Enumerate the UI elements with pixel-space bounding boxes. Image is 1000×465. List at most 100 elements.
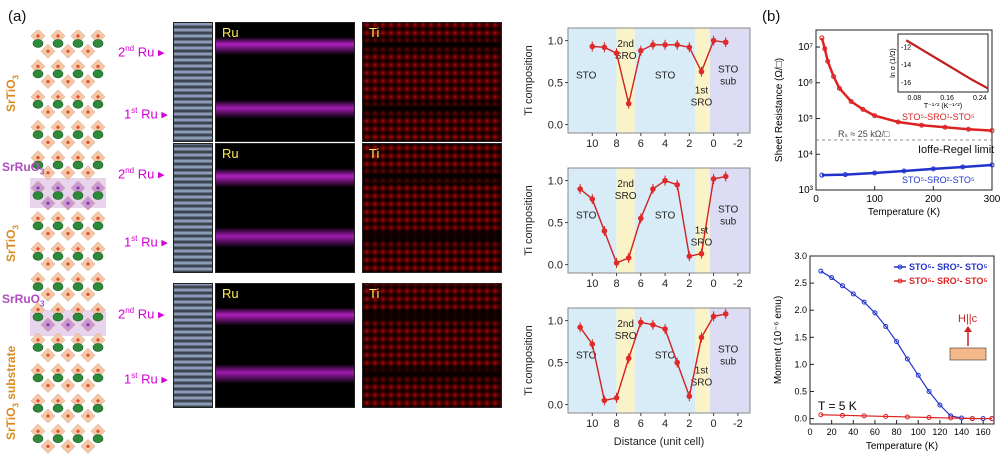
sr-atom	[32, 100, 44, 109]
cation-atom	[36, 95, 40, 99]
data-point	[919, 122, 925, 128]
cation-atom	[96, 338, 100, 342]
cation-atom	[56, 64, 60, 68]
y-tick-label: 1.0	[548, 36, 563, 48]
data-point	[989, 416, 995, 422]
data-point	[589, 341, 596, 347]
cation-atom	[66, 140, 70, 144]
x-tick-label: 10	[586, 138, 598, 150]
x-tick-label: 8	[613, 418, 619, 430]
cation-atom	[66, 414, 70, 418]
sr-atom	[72, 191, 84, 200]
x-tick-label: 200	[925, 194, 942, 205]
ti-eds-map: Ti	[362, 143, 502, 273]
sr-atom	[52, 373, 64, 383]
data-point	[861, 413, 867, 419]
data-point	[686, 253, 693, 259]
y-tick-label: 2.0	[794, 305, 807, 315]
cation-atom	[46, 292, 50, 296]
resistance-series-1	[820, 37, 993, 132]
cation-atom	[46, 384, 50, 388]
sr-atom	[32, 39, 44, 48]
sr-atom	[72, 39, 84, 48]
sr-atom	[92, 100, 104, 109]
sr-atom	[32, 191, 44, 200]
region-band	[695, 308, 710, 413]
data-point	[650, 322, 656, 328]
first-ru-label: 1st Ru ▸	[124, 234, 168, 250]
data-point	[831, 73, 837, 79]
cation-atom	[76, 277, 80, 281]
data-point	[861, 299, 867, 305]
data-point	[638, 215, 644, 222]
cation-atom	[96, 399, 100, 403]
second-ru-label: 2nd Ru ▸	[118, 43, 165, 59]
cation-atom	[46, 171, 50, 175]
crystal-lattice	[30, 28, 106, 454]
data-point	[710, 313, 717, 320]
cation-atom	[86, 292, 90, 296]
data-point	[930, 166, 936, 172]
region-band	[709, 308, 750, 413]
region-band	[709, 168, 750, 273]
cation-atom	[86, 110, 90, 114]
data-point	[915, 372, 921, 378]
cation-atom	[46, 323, 50, 327]
x-tick-label: 0	[813, 194, 819, 205]
region-label: STO	[576, 70, 597, 81]
data-point	[638, 47, 644, 54]
cation-atom	[86, 384, 90, 388]
cation-atom	[66, 110, 70, 114]
cation-atom	[86, 201, 90, 205]
sr-atom	[52, 39, 64, 48]
x-tick-label: 140	[954, 427, 969, 437]
cation-atom	[46, 140, 50, 144]
y-tick-label: 0.0	[794, 414, 807, 424]
data-point	[662, 326, 668, 332]
y-tick-label: 10⁶	[798, 78, 813, 89]
y-tick-label: 0.0	[548, 260, 563, 272]
data-point	[577, 186, 583, 192]
cation-atom	[56, 308, 60, 312]
data-point	[710, 37, 717, 44]
y-tick-label: 1.0	[548, 316, 563, 328]
cation-atom	[56, 186, 60, 190]
second-ru-label: 2nd Ru ▸	[118, 166, 165, 182]
sr-atom	[72, 252, 84, 261]
y-tick-label: 3.0	[794, 251, 807, 261]
region-band	[695, 168, 710, 273]
inset-series	[905, 39, 989, 90]
data-point	[848, 98, 854, 104]
cation-atom	[66, 262, 70, 266]
sr-atom	[52, 221, 64, 231]
cation-atom	[76, 186, 80, 190]
sr-atom	[52, 282, 64, 292]
cation-atom	[66, 232, 70, 236]
cation-atom	[86, 444, 90, 448]
data-point	[895, 119, 901, 125]
cation-atom	[36, 277, 40, 281]
x-axis-label: Temperature (K)	[868, 207, 940, 218]
cation-atom	[76, 95, 80, 99]
cation-atom	[56, 247, 60, 251]
y-tick-label: 10⁴	[798, 149, 813, 160]
cation-atom	[96, 34, 100, 38]
rs-annotation: Rₛ ≈ 25 kΩ/□	[838, 129, 890, 139]
layer-label-substrate: SrTiO3 substrate	[4, 345, 21, 440]
data-point	[698, 68, 705, 75]
y-tick-label: 0.0	[548, 400, 563, 412]
x-tick-label: 4	[662, 418, 668, 430]
sr-atom	[52, 160, 64, 170]
sr-atom	[52, 312, 64, 322]
cation-atom	[96, 95, 100, 99]
inset-x-tick: 0.08	[908, 95, 922, 102]
sr-atom	[32, 343, 44, 352]
x-tick-label: 2	[686, 278, 692, 290]
cation-atom	[76, 34, 80, 38]
y-axis-label: Sheet Resistance (Ω/□)	[774, 58, 785, 162]
cation-atom	[86, 414, 90, 418]
cation-atom	[66, 384, 70, 388]
data-point	[589, 196, 596, 202]
